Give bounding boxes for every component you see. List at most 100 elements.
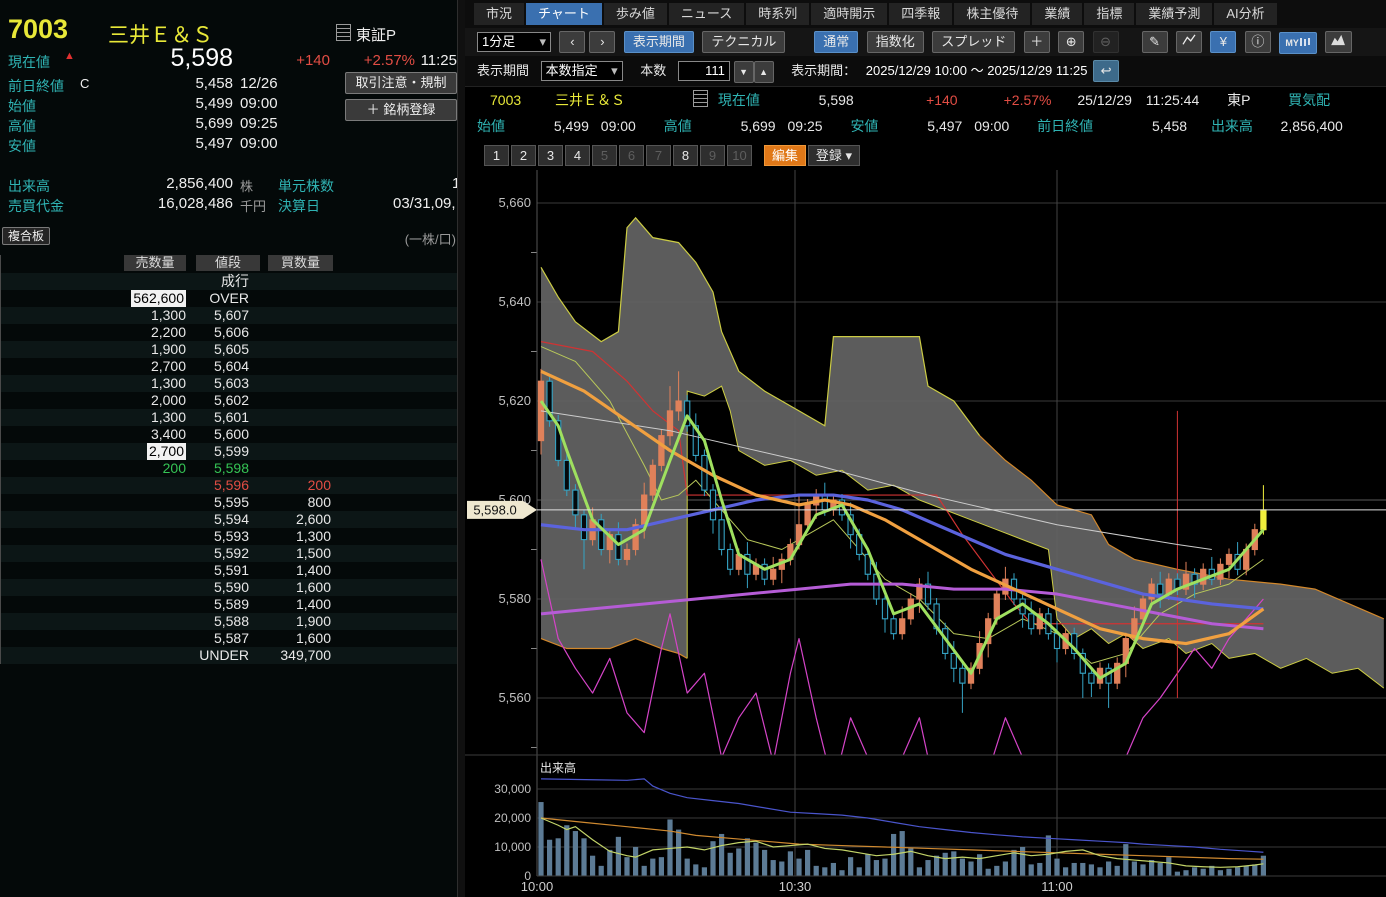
volume-value: 2,856,400 <box>110 175 233 192</box>
preset-button-2[interactable]: 2 <box>511 145 536 166</box>
price-cell: 5,590 <box>214 579 249 596</box>
info-time: 11:25:44 <box>1146 92 1199 108</box>
ask-row[interactable]: 2,0005,602 <box>1 392 458 409</box>
ask-row[interactable]: 1,3005,601 <box>1 409 458 426</box>
ask-row[interactable]: 2,7005,599 <box>1 443 458 460</box>
price-cell: 5,596 <box>214 477 249 494</box>
bid-row[interactable]: 5,5942,600 <box>1 511 458 528</box>
price-cell: 5,588 <box>214 613 249 630</box>
volume-bar <box>1252 864 1257 876</box>
zoom-in-button[interactable]: ⊕ <box>1058 31 1084 53</box>
preset-button-3[interactable]: 3 <box>538 145 563 166</box>
ask-size-cell: 1,300 <box>151 307 186 324</box>
composite-board-button[interactable]: 複合板 <box>2 227 50 245</box>
ask-row[interactable]: 1,3005,607 <box>1 307 458 324</box>
volume-bar <box>633 847 638 876</box>
tab-news[interactable]: ニュース <box>669 3 744 25</box>
prev-button[interactable]: ‹ <box>559 31 585 53</box>
volume-bar <box>710 841 715 876</box>
tab-tick[interactable]: 歩み値 <box>604 3 667 25</box>
best-bid-row[interactable]: 5,596200 <box>1 477 458 494</box>
tab-earnings[interactable]: 業績 <box>1032 3 1082 25</box>
under-row[interactable]: UNDER349,700 <box>1 647 458 664</box>
bid-row[interactable]: 5,5891,400 <box>1 596 458 613</box>
tab-market[interactable]: 市況 <box>474 3 524 25</box>
volume-bar <box>943 853 948 876</box>
preset-button-9[interactable]: 9 <box>700 145 725 166</box>
display-period-button[interactable]: 表示期間 <box>624 31 694 53</box>
preset-button-5[interactable]: 5 <box>592 145 617 166</box>
volume-bar <box>1080 863 1085 876</box>
current-price-tag-text: 5,598.0 <box>473 502 516 517</box>
technical-button[interactable]: テクニカル <box>702 31 785 53</box>
market-segment: 東証P <box>356 24 396 45</box>
preset-button-4[interactable]: 4 <box>565 145 590 166</box>
ask-row[interactable]: 1,9005,605 <box>1 341 458 358</box>
bid-row[interactable]: 5,5921,500 <box>1 545 458 562</box>
tab-timeseries[interactable]: 時系列 <box>746 3 809 25</box>
timeframe-select[interactable]: 1分足▾ <box>477 32 551 52</box>
bid-row[interactable]: 5,5911,400 <box>1 562 458 579</box>
bid-row[interactable]: 5,5871,600 <box>1 630 458 647</box>
register-symbol-button[interactable]: ＋ 銘柄登録 <box>345 99 457 121</box>
price-chart[interactable]: 5,6605,6405,6205,6005,5805,5605,598.030,… <box>465 170 1386 897</box>
tab-benefit[interactable]: 株主優待 <box>954 3 1030 25</box>
tab-shikiho[interactable]: 四季報 <box>889 3 952 25</box>
order-book-header: 売数量 値段 買数量 <box>1 255 458 273</box>
info-date: 25/12/29 <box>1077 92 1132 108</box>
volume-bar <box>762 850 767 876</box>
trade-caution-button[interactable]: 取引注意・規制 <box>345 72 457 94</box>
bid-row[interactable]: 5,5901,600 <box>1 579 458 596</box>
count-decrement-button[interactable]: ▼ <box>734 61 754 83</box>
preset-button-6[interactable]: 6 <box>619 145 644 166</box>
next-button[interactable]: › <box>589 31 615 53</box>
volume-bar <box>771 860 776 876</box>
preset-button-7[interactable]: 7 <box>646 145 671 166</box>
normal-mode-button[interactable]: 通常 <box>814 31 858 53</box>
ask-row[interactable]: 1,3005,603 <box>1 375 458 392</box>
spread-mode-button[interactable]: スプレッド <box>932 31 1015 53</box>
register-preset-button[interactable]: 登録 ▾ <box>808 145 860 166</box>
ask-size-cell: 2,700 <box>151 358 186 375</box>
indexed-mode-button[interactable]: 指数化 <box>867 31 924 53</box>
bid-row[interactable]: 5,595800 <box>1 494 458 511</box>
draw-pencil-button[interactable]: ✎ <box>1142 31 1168 53</box>
preset-button-1[interactable]: 1 <box>484 145 509 166</box>
market-order-row[interactable]: 成行 <box>1 273 458 290</box>
bid-row[interactable]: 5,5881,900 <box>1 613 458 630</box>
ask-row[interactable]: 2,2005,606 <box>1 324 458 341</box>
tab-ai-analysis[interactable]: AI分析 <box>1214 3 1276 25</box>
tab-forecast[interactable]: 業績予測 <box>1136 3 1212 25</box>
volume-bar <box>702 867 707 876</box>
candle <box>573 490 578 515</box>
per-share-note: (一株/口) <box>360 229 456 248</box>
candle <box>891 619 896 634</box>
edit-presets-button[interactable]: 編集 <box>764 145 806 166</box>
yen-scale-button[interactable]: ¥ <box>1210 31 1236 53</box>
add-chart-button[interactable]: ＋ <box>1024 31 1050 53</box>
period-mode-select[interactable]: 本数指定▾ <box>541 61 623 81</box>
mountain-chart-button[interactable] <box>1325 31 1352 53</box>
preset-button-10[interactable]: 10 <box>727 145 752 166</box>
volume-bar <box>917 867 922 876</box>
preset-button-8[interactable]: 8 <box>673 145 698 166</box>
best-ask-row[interactable]: 2005,598 <box>1 460 458 477</box>
volume-bar <box>796 859 801 876</box>
tab-disclosure[interactable]: 適時開示 <box>811 3 887 25</box>
bar-count-input[interactable] <box>678 61 730 81</box>
ask-row[interactable]: 3,4005,600 <box>1 426 458 443</box>
price-cell: 5,594 <box>214 511 249 528</box>
count-increment-button[interactable]: ▲ <box>754 61 774 83</box>
volume-bar <box>728 853 733 876</box>
my-indicator-button[interactable]: MY <box>1279 32 1317 54</box>
over-row[interactable]: 562,600OVER <box>1 290 458 307</box>
bid-row[interactable]: 5,5931,300 <box>1 528 458 545</box>
info-button[interactable]: ⓘ <box>1245 31 1271 53</box>
tab-indicators[interactable]: 指標 <box>1084 3 1134 25</box>
price-cell: UNDER <box>199 647 249 664</box>
tab-chart[interactable]: チャート <box>526 3 602 25</box>
reset-range-button[interactable]: ↩ <box>1093 60 1119 82</box>
ask-row[interactable]: 2,7005,604 <box>1 358 458 375</box>
trendline-tool-button[interactable] <box>1176 31 1202 53</box>
high-price: 5,699 <box>140 115 233 132</box>
